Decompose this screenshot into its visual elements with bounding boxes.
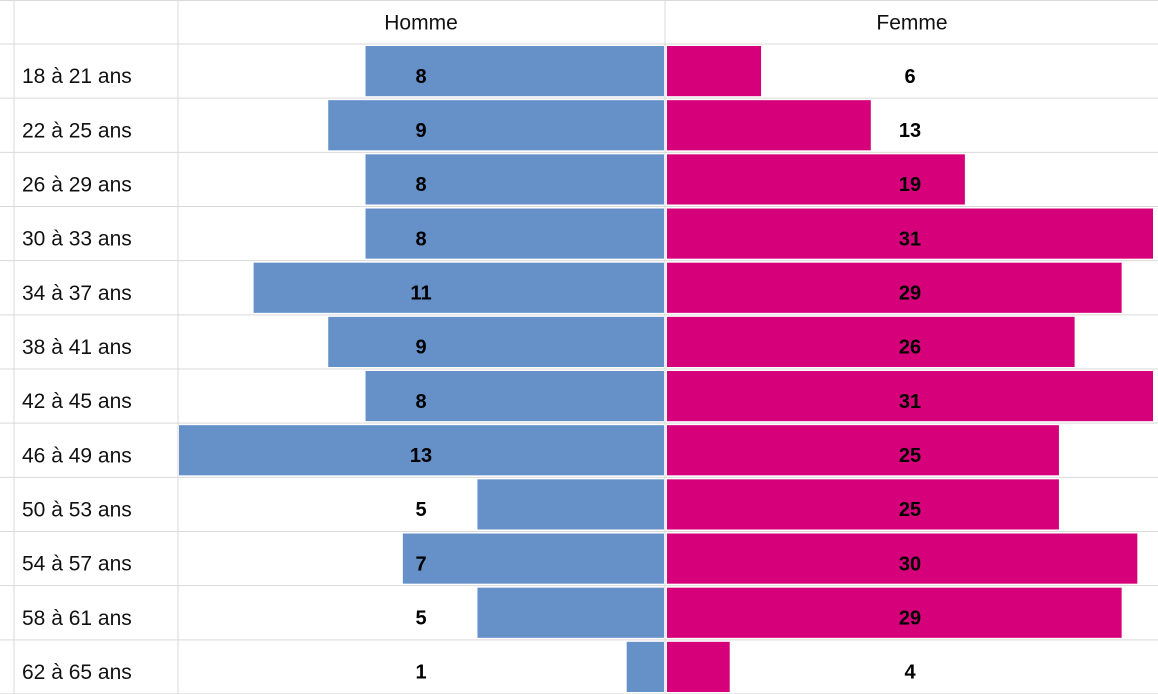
data-label: 11 [410,283,431,305]
bar [667,100,871,151]
bar [365,208,664,259]
bar [667,46,762,97]
data-label: 29 [899,283,921,305]
bar [667,316,1075,367]
bar [667,154,965,205]
data-label: 29 [899,608,921,630]
bar [328,100,664,151]
bar [667,371,1153,422]
category-label: 42 à 45 ans [22,390,132,413]
bar [477,479,664,530]
category-label: 18 à 21 ans [22,65,132,88]
bar [365,154,664,205]
bar [667,208,1153,259]
data-label: 25 [899,499,921,521]
bar [179,425,664,476]
data-label: 13 [410,445,432,467]
category-label: 26 à 29 ans [22,173,132,196]
data-label: 31 [899,228,921,250]
data-label: 26 [899,337,921,359]
bar [365,371,664,422]
bar [667,479,1059,530]
bar [402,533,664,584]
data-label: 7 [415,553,426,575]
data-label: 31 [899,391,921,413]
data-label: 8 [415,174,426,196]
data-label: 9 [415,120,426,142]
data-label: 5 [415,499,426,521]
bar [365,46,664,97]
data-label: 6 [904,66,915,88]
bar [667,533,1138,584]
bar [626,641,664,692]
column-header: Femme [876,12,947,35]
category-label: 38 à 41 ans [22,336,132,359]
data-label: 1 [415,662,426,684]
bar [667,262,1122,313]
data-label: 8 [415,391,426,413]
bar [667,587,1122,638]
data-label: 8 [415,228,426,250]
bar [253,262,664,313]
data-label: 19 [899,174,921,196]
category-label: 34 à 37 ans [22,282,132,305]
data-label: 9 [415,337,426,359]
category-label: 54 à 57 ans [22,553,132,576]
bar [328,316,664,367]
category-label: 58 à 61 ans [22,607,132,630]
data-label: 13 [899,120,921,142]
data-label: 25 [899,445,921,467]
column-header: Homme [384,12,458,35]
category-label: 50 à 53 ans [22,498,132,521]
category-label: 62 à 65 ans [22,661,132,684]
bar [477,587,664,638]
data-label: 4 [904,662,916,684]
data-label: 5 [415,608,426,630]
bar [667,425,1059,476]
category-label: 46 à 49 ans [22,444,132,467]
category-label: 30 à 33 ans [22,228,132,251]
category-label: 22 à 25 ans [22,119,132,142]
data-label: 8 [415,66,426,88]
data-label: 30 [899,553,921,575]
bar [667,641,730,692]
